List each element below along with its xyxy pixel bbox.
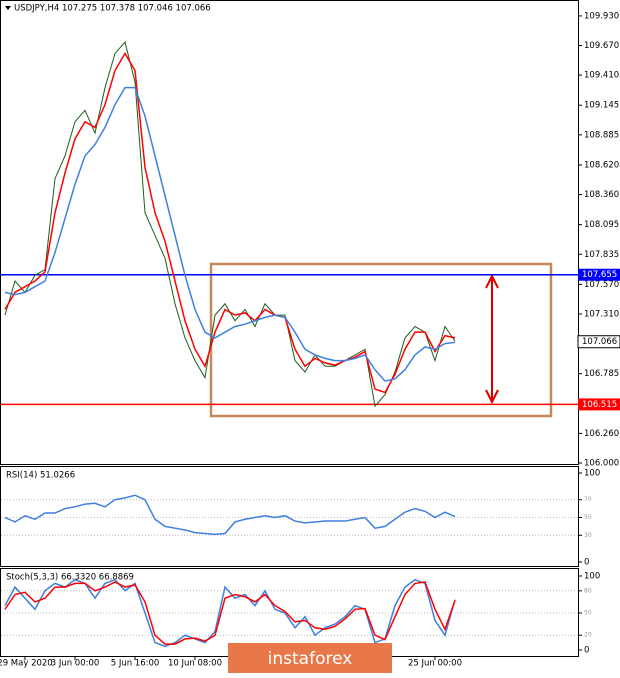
watermark: instaforex [268,649,353,669]
y-tick-label: 20 [584,632,592,639]
y-tick-label: 30 [584,532,592,539]
y-tick-label: 108.620 [584,160,619,170]
y-tick-label: 107.310 [584,309,619,319]
price-label: 107.066 [582,337,617,347]
y-tick-label: 109.670 [584,41,619,51]
price-panel [0,0,579,465]
stoch-title: Stoch(5,3,3) 66.3320 66.8869 [6,573,134,583]
y-tick-label: 50 [584,610,592,617]
y-tick-label: 108.360 [584,190,619,200]
y-tick-label: 50 [584,514,592,521]
y-tick-label: 109.930 [584,11,619,21]
y-tick-label: 109.410 [584,71,619,81]
chart-title: USDJPY,H4 107.275 107.378 107.046 107.06… [14,4,211,14]
level-label: 106.515 [582,400,617,410]
series-line [4,578,456,648]
y-tick-label: 106.260 [584,429,619,439]
y-tick-label: 80 [584,587,592,594]
y-tick-label: 108.885 [584,130,619,140]
level-label: 107.655 [582,270,617,280]
level-label-box [578,268,620,281]
y-tick-label: 106.785 [584,369,619,379]
x-tick-label: 29 May 2020 [0,659,53,669]
y-tick-label: 107.570 [584,280,619,290]
y-tick-label: 108.095 [584,220,619,230]
x-tick-label: 3 Jun 00:00 [51,659,100,669]
y-tick-label: 0 [584,646,589,656]
rsi-title: RSI(14) 51.0266 [6,471,75,481]
price-label-box [577,335,620,349]
x-tick-label: 5 Jun 16:00 [111,659,160,669]
y-tick-label: 106.000 [584,459,619,469]
watermark-box [228,643,392,673]
y-tick-label: 0 [584,558,589,568]
series-line [4,51,456,394]
rsi-panel [0,466,579,567]
y-tick-label: 100 [584,469,600,479]
x-tick-label: 10 Jun 08:00 [168,659,222,669]
series-line [4,494,456,536]
y-tick-label: 70 [584,496,592,503]
y-tick-label: 107.835 [584,250,619,260]
y-tick-label: 109.145 [584,101,619,111]
x-tick-label: 25 Jun 00:00 [408,659,462,669]
series-line [4,581,456,645]
level-label-box [578,398,620,411]
menu-triangle [5,6,11,10]
range-arrow [485,273,499,405]
series-line [4,86,456,382]
y-tick-label: 100 [584,572,600,582]
